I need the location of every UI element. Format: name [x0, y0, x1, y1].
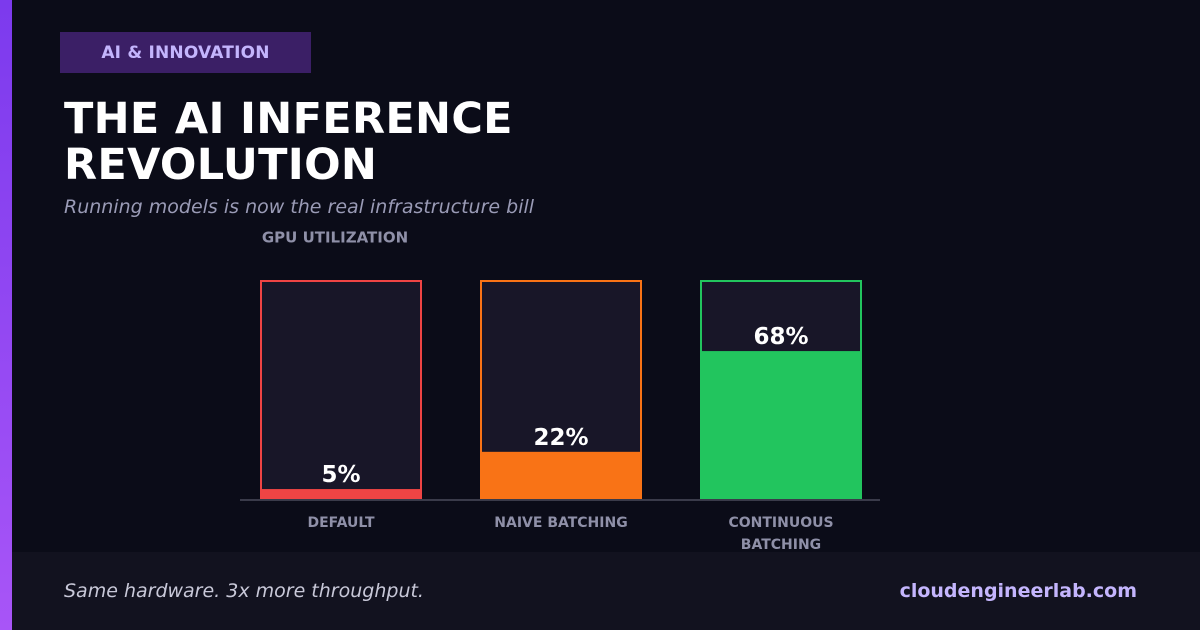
- accent-bar: [0, 0, 12, 630]
- bar-track: [261, 281, 421, 500]
- data-label: 22%: [533, 425, 588, 451]
- footer-tagline: Same hardware. 3x more throughput.: [64, 580, 424, 602]
- gpu-utilization-chart: GPU UTILIZATION 5% 22% 68% DEFAULT NAIVE BA…: [240, 229, 880, 552]
- page-subtitle: Running models is now the real infrastru…: [64, 196, 535, 218]
- category-label: DEFAULT: [307, 515, 375, 531]
- category-label: CONTINUOUS BATCHING: [728, 515, 833, 552]
- category-badge: AI & INNOVATION: [60, 32, 311, 73]
- bars-group: 5% 22% 68%: [260, 280, 862, 501]
- category-label: NAIVE BATCHING: [494, 515, 627, 531]
- bar: [481, 451, 641, 500]
- bar: [261, 489, 421, 500]
- chart-title: GPU UTILIZATION: [262, 229, 408, 247]
- data-label: 5%: [321, 462, 360, 488]
- footer: Same hardware. 3x more throughput. cloud…: [12, 552, 1200, 630]
- footer-site-link[interactable]: cloudengineerlab.com: [899, 580, 1137, 602]
- category-labels-group: DEFAULT NAIVE BATCHING CONTINUOUS BATCHING: [307, 515, 833, 552]
- data-label: 68%: [753, 324, 808, 350]
- bar: [701, 351, 861, 500]
- page-title: THE AI INFERENCE REVOLUTION: [64, 94, 513, 190]
